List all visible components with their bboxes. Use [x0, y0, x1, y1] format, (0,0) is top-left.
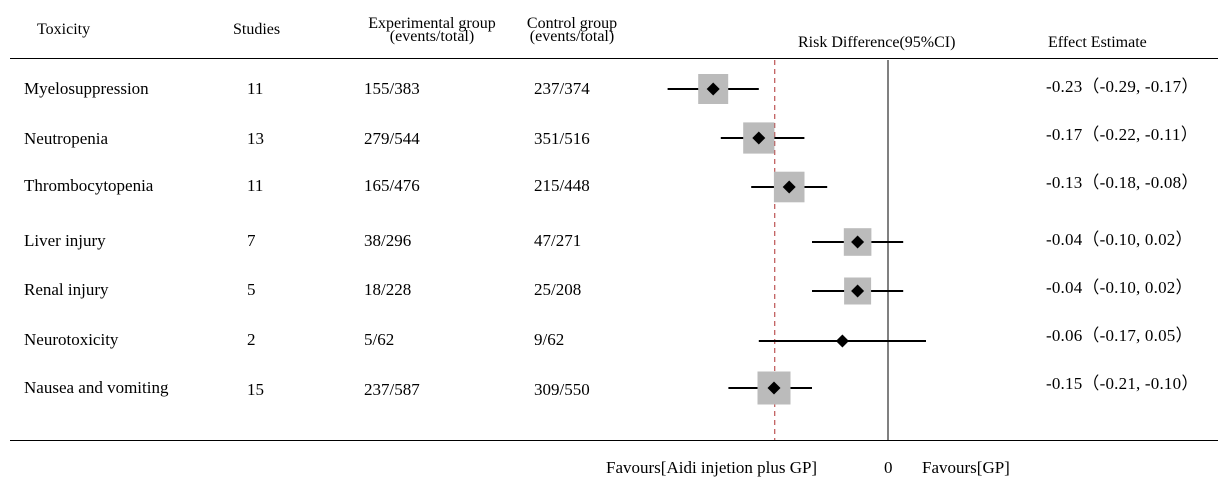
point-estimate-diamond — [782, 180, 796, 194]
row-effect-estimate: -0.06（-0.17, 0.05） — [1046, 326, 1193, 345]
row-control: 215/448 — [534, 176, 590, 195]
row-control: 25/208 — [534, 280, 582, 299]
row-experimental: 155/383 — [364, 79, 420, 98]
header-effect-estimate: Effect Estimate — [1048, 34, 1147, 51]
header-control-line2: (events/total) — [529, 28, 615, 45]
row-name: Liver injury — [24, 231, 106, 250]
row-name: Renal injury — [24, 280, 109, 299]
point-estimate-diamond — [752, 131, 766, 145]
row-effect-estimate: -0.23（-0.29, -0.17） — [1046, 77, 1199, 96]
row-studies: 7 — [247, 231, 256, 250]
row-effect-estimate: -0.04（-0.10, 0.02） — [1046, 278, 1193, 297]
row-control: 309/550 — [534, 380, 590, 399]
row-experimental: 38/296 — [364, 231, 412, 250]
header-experimental-line1: Experimental group — [368, 15, 496, 32]
row-control: 47/271 — [534, 231, 582, 250]
row-control: 351/516 — [534, 129, 590, 148]
point-estimate-diamond — [706, 82, 720, 96]
row-experimental: 165/476 — [364, 176, 420, 195]
row-name: Neutropenia — [24, 129, 109, 148]
row-name: Myelosuppression — [24, 79, 149, 98]
zero-label: 0 — [884, 458, 893, 477]
favours-right-label: Favours[GP] — [922, 458, 1010, 477]
row-studies: 2 — [247, 330, 256, 349]
row-name: Nausea and vomiting — [24, 378, 169, 397]
row-effect-estimate: -0.15（-0.21, -0.10） — [1046, 374, 1199, 393]
row-studies: 13 — [247, 129, 264, 148]
point-estimate-diamond — [851, 235, 865, 249]
row-name: Thrombocytopenia — [24, 176, 154, 195]
row-studies: 11 — [247, 176, 264, 195]
row-experimental: 237/587 — [364, 380, 420, 399]
header-experimental-line2: (events/total) — [389, 28, 475, 45]
favours-left-label: Favours[Aidi injetion plus GP] — [606, 458, 818, 477]
row-experimental: 18/228 — [364, 280, 412, 299]
row-effect-estimate: -0.04（-0.10, 0.02） — [1046, 230, 1193, 249]
row-name: Neurotoxicity — [24, 330, 119, 349]
row-studies: 11 — [247, 79, 264, 98]
row-effect-estimate: -0.13（-0.18, -0.08） — [1046, 173, 1199, 192]
point-estimate-diamond — [767, 381, 781, 395]
point-estimate-diamond — [851, 284, 865, 298]
header-experimental-group: Experimental group (events/total) — [349, 15, 515, 45]
row-effect-estimate: -0.17（-0.22, -0.11） — [1046, 125, 1198, 144]
point-estimate-diamond — [835, 334, 849, 348]
row-experimental: 5/62 — [364, 330, 395, 349]
header-control-group: Control group (events/total) — [514, 15, 630, 45]
footer-rule — [10, 440, 1218, 441]
row-control: 237/374 — [534, 79, 590, 98]
row-experimental: 279/544 — [364, 129, 420, 148]
header-studies: Studies — [233, 21, 281, 38]
header-rule — [10, 58, 1218, 59]
row-studies: 15 — [247, 380, 264, 399]
row-control: 9/62 — [534, 330, 565, 349]
header-risk-difference: Risk Difference(95%CI) — [798, 34, 956, 51]
header-toxicity: Toxicity — [37, 21, 91, 38]
row-studies: 5 — [247, 280, 256, 299]
header-control-line1: Control group — [526, 15, 618, 32]
